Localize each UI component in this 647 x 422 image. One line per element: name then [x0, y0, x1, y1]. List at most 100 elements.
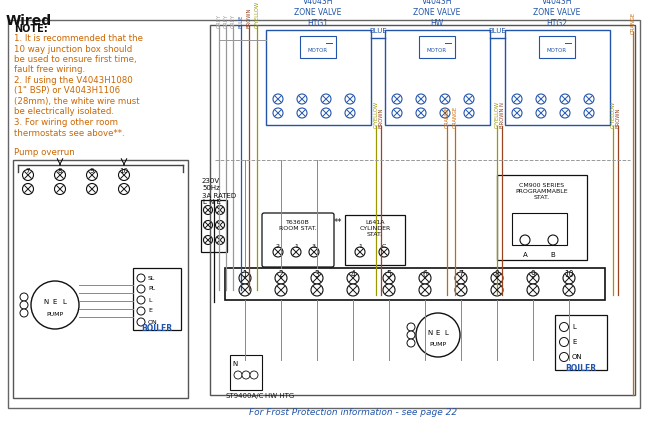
- Circle shape: [215, 221, 225, 230]
- Bar: [300, 36, 336, 58]
- Circle shape: [379, 247, 389, 257]
- Text: 5: 5: [386, 270, 391, 279]
- Circle shape: [215, 206, 225, 214]
- Circle shape: [407, 331, 415, 339]
- Circle shape: [321, 94, 331, 104]
- Text: 2: 2: [276, 244, 280, 249]
- Text: ST9400A/C: ST9400A/C: [225, 393, 263, 399]
- Circle shape: [250, 371, 258, 379]
- Text: For Frost Protection information - see page 22: For Frost Protection information - see p…: [249, 408, 457, 417]
- Circle shape: [455, 272, 467, 284]
- Text: PUMP: PUMP: [47, 311, 63, 316]
- Text: N: N: [428, 330, 433, 336]
- Bar: [497, 175, 587, 260]
- Text: 10: 10: [564, 270, 574, 279]
- Text: 2: 2: [279, 270, 283, 279]
- Text: 3. For wiring other room: 3. For wiring other room: [14, 118, 118, 127]
- Bar: [555, 315, 607, 370]
- Circle shape: [512, 94, 522, 104]
- Text: be used to ensure first time,: be used to ensure first time,: [14, 55, 137, 64]
- Circle shape: [239, 272, 251, 284]
- Circle shape: [242, 371, 250, 379]
- Circle shape: [20, 293, 28, 301]
- Text: 10 way junction box should: 10 way junction box should: [14, 44, 132, 54]
- Circle shape: [204, 235, 212, 244]
- Circle shape: [416, 108, 426, 118]
- Circle shape: [275, 272, 287, 284]
- Circle shape: [20, 309, 28, 317]
- Text: N: N: [232, 361, 237, 367]
- Circle shape: [548, 235, 558, 245]
- Bar: [133, 268, 181, 330]
- Circle shape: [527, 272, 539, 284]
- Text: 3: 3: [312, 244, 316, 249]
- Circle shape: [297, 108, 307, 118]
- Text: 1: 1: [243, 270, 247, 279]
- Circle shape: [118, 170, 129, 181]
- Text: ON: ON: [148, 319, 158, 325]
- Circle shape: [311, 272, 323, 284]
- Circle shape: [392, 94, 402, 104]
- Circle shape: [239, 284, 251, 296]
- Text: L641A
CYLINDER
STAT.: L641A CYLINDER STAT.: [359, 220, 391, 237]
- Circle shape: [297, 94, 307, 104]
- Text: V4043H
ZONE VALVE
HW: V4043H ZONE VALVE HW: [413, 0, 461, 28]
- Text: A: A: [523, 252, 527, 258]
- Circle shape: [560, 322, 569, 332]
- Circle shape: [87, 170, 98, 181]
- Text: 230V
50Hz
3A RATED: 230V 50Hz 3A RATED: [202, 178, 236, 199]
- Text: HW HTG: HW HTG: [265, 393, 294, 399]
- Circle shape: [491, 272, 503, 284]
- Text: 1: 1: [358, 244, 362, 249]
- Text: (28mm), the white wire must: (28mm), the white wire must: [14, 97, 140, 106]
- Text: G/YELLOW: G/YELLOW: [611, 101, 615, 128]
- Circle shape: [464, 94, 474, 104]
- Circle shape: [273, 108, 283, 118]
- Text: E: E: [148, 308, 152, 314]
- Text: L: L: [572, 324, 576, 330]
- Text: GREY: GREY: [230, 14, 236, 28]
- Text: ORANGE: ORANGE: [452, 106, 457, 128]
- Text: BLUE: BLUE: [239, 15, 243, 28]
- Text: L N E: L N E: [203, 199, 221, 205]
- Text: ORANGE: ORANGE: [444, 106, 450, 128]
- Circle shape: [137, 307, 145, 315]
- Text: L: L: [62, 299, 66, 305]
- Circle shape: [536, 108, 546, 118]
- Circle shape: [204, 206, 212, 214]
- Text: MOTOR: MOTOR: [547, 48, 567, 52]
- Circle shape: [440, 94, 450, 104]
- Circle shape: [31, 281, 79, 329]
- Text: BROWN: BROWN: [378, 108, 384, 128]
- Bar: [210, 25, 635, 395]
- Circle shape: [563, 284, 575, 296]
- Circle shape: [137, 296, 145, 304]
- Circle shape: [215, 235, 225, 244]
- Text: BROWN: BROWN: [247, 8, 252, 28]
- Text: T6360B
ROOM STAT.: T6360B ROOM STAT.: [279, 220, 317, 231]
- Text: fault free wiring.: fault free wiring.: [14, 65, 85, 75]
- Bar: [512, 213, 567, 245]
- Circle shape: [464, 108, 474, 118]
- Bar: [539, 36, 575, 58]
- Text: 9: 9: [90, 168, 94, 174]
- Text: NOTE:: NOTE:: [14, 24, 48, 34]
- Circle shape: [23, 184, 34, 195]
- Text: 7: 7: [26, 168, 30, 174]
- Bar: [266, 30, 371, 125]
- Text: 10: 10: [120, 168, 129, 174]
- Text: BLUE: BLUE: [369, 28, 387, 34]
- Bar: [505, 30, 610, 125]
- Circle shape: [455, 284, 467, 296]
- Circle shape: [560, 108, 570, 118]
- Text: CM900 SERIES
PROGRAMMABLE
STAT.: CM900 SERIES PROGRAMMABLE STAT.: [516, 183, 568, 200]
- Circle shape: [536, 94, 546, 104]
- Circle shape: [311, 284, 323, 296]
- Circle shape: [137, 274, 145, 282]
- Bar: [13, 160, 188, 398]
- Text: G/YELLOW: G/YELLOW: [254, 1, 259, 28]
- Circle shape: [345, 108, 355, 118]
- Circle shape: [347, 284, 359, 296]
- Circle shape: [291, 247, 301, 257]
- Bar: [230, 355, 262, 390]
